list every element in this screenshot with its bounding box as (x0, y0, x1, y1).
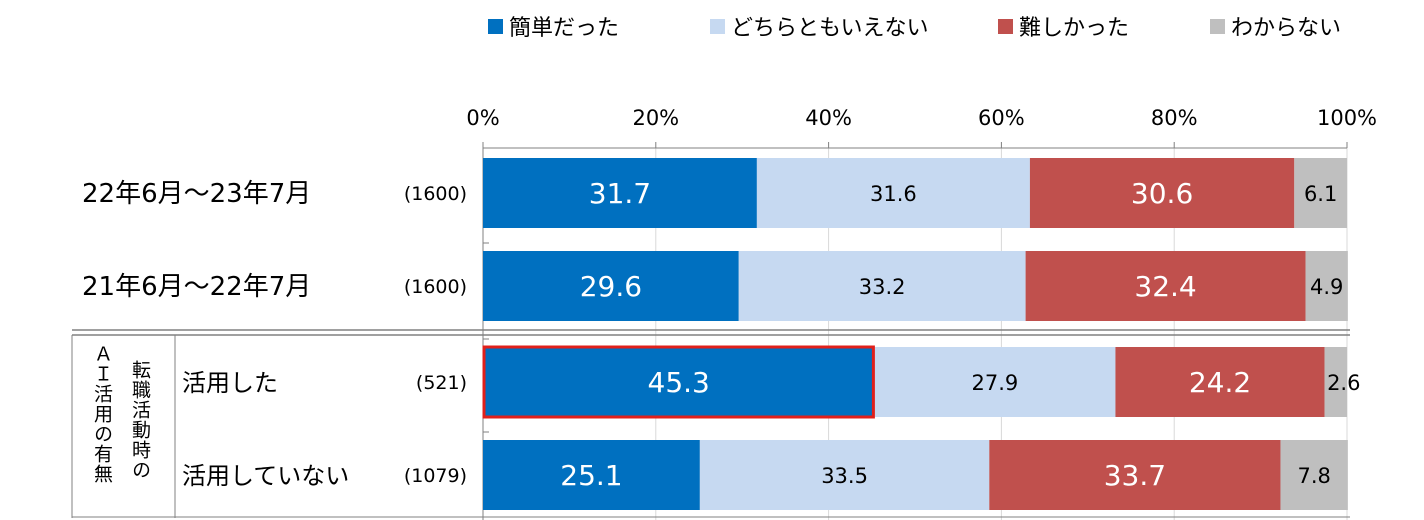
bar-segment (1294, 158, 1347, 228)
data-label: 2.6 (1327, 371, 1360, 395)
bar-segment (483, 347, 875, 417)
legend-label-difficult: 難しかった (1019, 16, 1130, 41)
group-label-inner: 転職活動時の (129, 360, 151, 480)
data-label: 24.2 (1189, 366, 1251, 399)
legend-label-neutral: どちらともいえない (731, 16, 929, 41)
highlight-frame (482, 345, 875, 419)
x-tick-label: 80% (1151, 106, 1198, 130)
bar-segment (1305, 251, 1348, 321)
data-label: 33.2 (859, 275, 906, 299)
data-label: 31.6 (870, 182, 917, 206)
legend-swatch-unknown (1210, 18, 1225, 34)
bar-segment (738, 251, 1026, 321)
x-tick-label: 100% (1317, 106, 1377, 130)
data-label: 31.7 (589, 177, 651, 210)
bar-segment (1029, 158, 1295, 228)
bar-segment (483, 158, 757, 228)
bar-segment (699, 440, 990, 510)
x-tick-label: 0% (466, 106, 499, 130)
row-count: (1079) (404, 465, 467, 487)
data-label: 27.9 (972, 371, 1019, 395)
group-label-outer: ＡＩ活用の有無 (91, 344, 113, 484)
row-count: (1600) (404, 276, 467, 298)
row-label: 活用していない (182, 462, 349, 490)
legend-swatch-difficult (998, 18, 1013, 34)
x-tick-label: 20% (632, 106, 679, 130)
legend-swatch-easy (488, 18, 503, 34)
x-tick-label: 40% (805, 106, 852, 130)
data-label: 30.6 (1131, 177, 1193, 210)
data-label: 32.4 (1134, 270, 1196, 303)
legend-item-neutral: どちらともいえない (710, 10, 998, 42)
data-label: 7.8 (1297, 464, 1330, 488)
bar-segment (989, 440, 1281, 510)
bar-segment (1280, 440, 1348, 510)
bar-segment (483, 440, 700, 510)
bar-segment (483, 251, 739, 321)
bar-segment (1324, 347, 1347, 417)
data-label: 4.9 (1310, 275, 1343, 299)
legend: 簡単だった どちらともいえない 難しかった わからない (488, 10, 1341, 42)
row-label: 21年6月～22年7月 (82, 272, 311, 302)
legend-item-unknown: わからない (1210, 10, 1341, 42)
row-count: (1600) (404, 183, 467, 205)
data-label: 33.5 (821, 464, 868, 488)
x-tick-label: 60% (978, 106, 1025, 130)
legend-item-difficult: 難しかった (998, 10, 1210, 42)
bar-segment (1115, 347, 1325, 417)
data-label: 6.1 (1304, 182, 1337, 206)
row-label: 22年6月～23年7月 (82, 179, 311, 209)
legend-swatch-neutral (710, 18, 725, 34)
bar-segment (756, 158, 1030, 228)
legend-item-easy: 簡単だった (488, 10, 710, 42)
data-label: 45.3 (648, 366, 710, 399)
bar-segment (1025, 251, 1306, 321)
bar-segment (874, 347, 1116, 417)
row-label: 活用した (182, 369, 278, 397)
legend-label-unknown: わからない (1231, 16, 1342, 41)
data-label: 25.1 (560, 459, 622, 492)
row-count: (521) (416, 372, 467, 394)
legend-label-easy: 簡単だった (509, 16, 620, 41)
data-label: 33.7 (1104, 459, 1166, 492)
data-label: 29.6 (580, 270, 642, 303)
